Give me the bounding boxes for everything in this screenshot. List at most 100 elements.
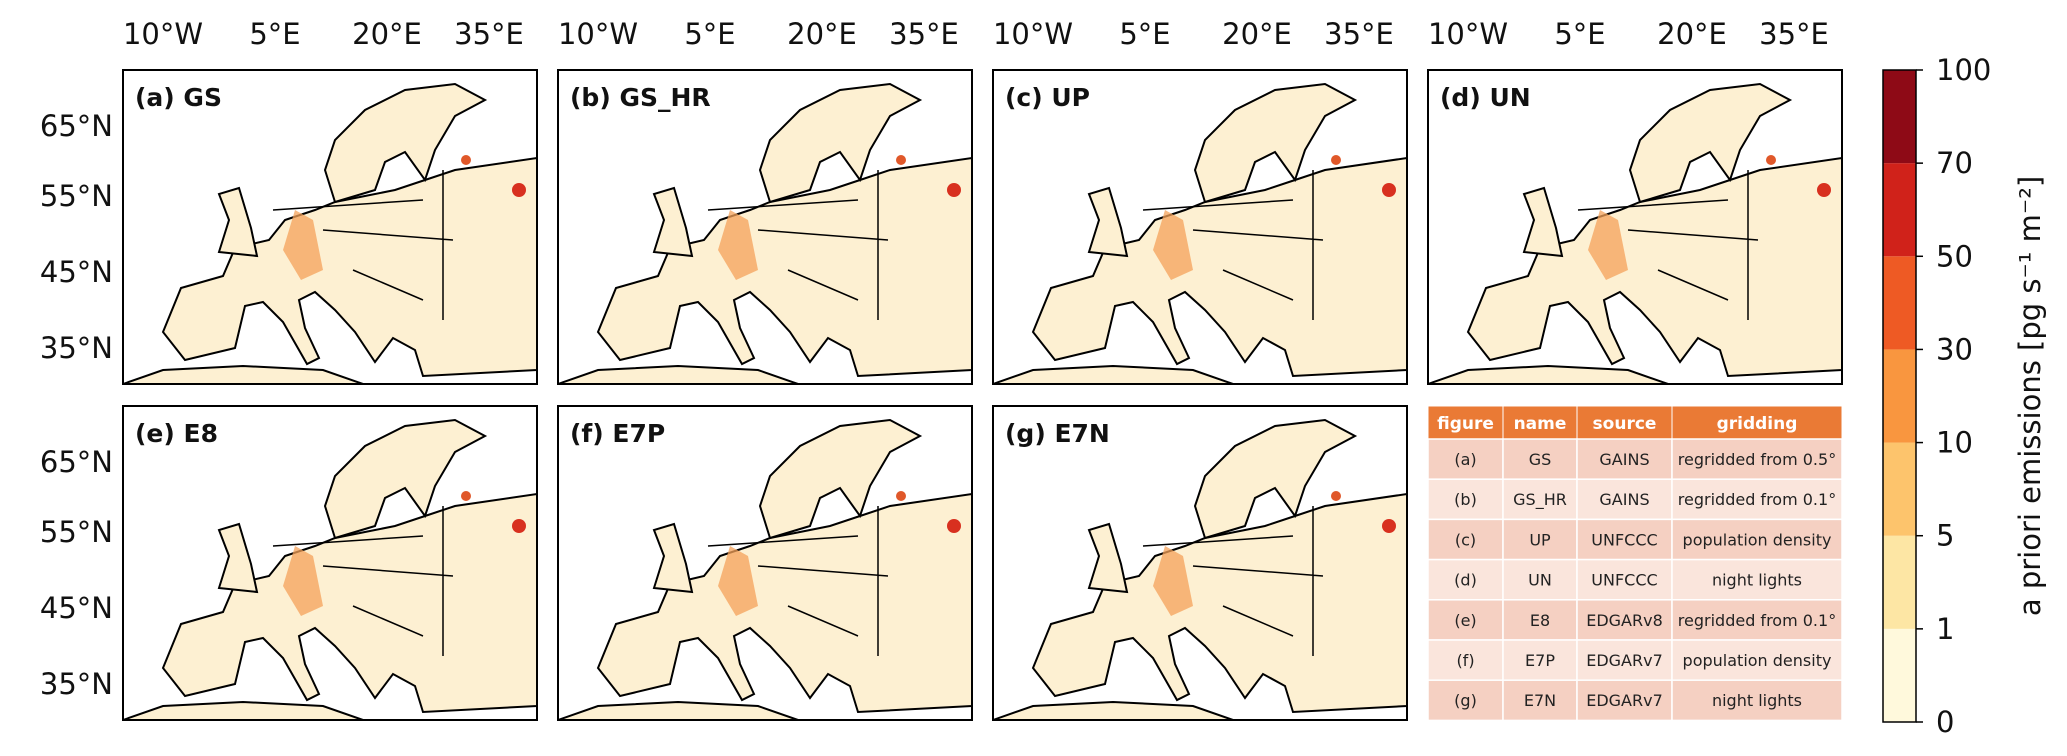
lat-tick-label: 65°N	[40, 109, 113, 143]
colorbar-bin	[1883, 628, 1916, 722]
table-cell	[1671, 558, 1843, 601]
table-text: (b)	[1454, 490, 1477, 509]
lat-tick-label: 35°N	[40, 667, 113, 701]
table-cell	[1427, 639, 1504, 681]
table-header: source	[1593, 414, 1657, 434]
lat-tick-label: 55°N	[40, 515, 113, 549]
panel-frame	[992, 405, 1408, 721]
lon-tick-label: 5°E	[1554, 17, 1605, 51]
colorbar-tick-label: 1	[1936, 612, 1954, 646]
table-header-cell	[1502, 405, 1578, 440]
panel-frame	[557, 69, 973, 385]
table-text: EDGARv7	[1586, 691, 1663, 710]
colorbar-bin	[1883, 349, 1916, 443]
colorbar-tick-label: 50	[1936, 239, 1973, 273]
table-text: E8	[1530, 611, 1550, 630]
map	[123, 83, 537, 384]
table-cell	[1671, 679, 1843, 722]
table-cell	[1671, 518, 1843, 561]
table-cell	[1576, 518, 1673, 561]
colorbar-bin	[1883, 442, 1916, 536]
colorbar-title: a priori emissions [pg s⁻¹ m⁻²]	[2013, 176, 2047, 616]
lon-tick-label: 35°E	[1324, 17, 1394, 51]
lon-tick-label: 10°W	[123, 17, 203, 51]
panel-label: (a) GS	[135, 83, 222, 112]
table-text: UN	[1528, 571, 1552, 590]
colorbar-tick-label: 0	[1936, 705, 1954, 739]
lon-tick-label: 10°W	[993, 17, 1073, 51]
table-header: name	[1514, 414, 1567, 434]
table-text: night lights	[1712, 571, 1802, 590]
lon-tick-label: 35°E	[454, 17, 524, 51]
table-cell	[1576, 558, 1673, 601]
panel-frame	[122, 405, 538, 721]
panel-label: (e) E8	[135, 419, 218, 448]
lon-tick-label: 5°E	[684, 17, 735, 51]
colorbar-bin	[1883, 70, 1916, 164]
lon-tick-label: 35°E	[1759, 17, 1829, 51]
table-text: UNFCCC	[1591, 530, 1657, 549]
panel-frame	[992, 69, 1408, 385]
table-cell	[1502, 639, 1578, 681]
map	[558, 83, 972, 384]
colorbar-frame	[1882, 69, 1917, 723]
table-text: EDGARv8	[1586, 611, 1663, 630]
table-text: (a)	[1454, 450, 1476, 469]
table-text: E7P	[1525, 651, 1555, 670]
table-text: (g)	[1454, 691, 1477, 710]
colorbar-tick-label: 10	[1936, 426, 1973, 460]
colorbar-tick-label: 5	[1936, 519, 1954, 553]
panel-frame	[122, 69, 538, 385]
table-text: GAINS	[1599, 490, 1649, 509]
colorbar-tick-label: 100	[1936, 53, 1991, 87]
table-cell	[1671, 599, 1843, 641]
table-text: (f)	[1456, 651, 1474, 670]
panel-frame	[1427, 69, 1843, 385]
lon-tick-label: 20°E	[1222, 17, 1292, 51]
lat-tick-label: 65°N	[40, 445, 113, 479]
table-text: regridded from 0.5°	[1678, 450, 1836, 469]
table-header-cell	[1671, 405, 1843, 440]
table-text: (d)	[1454, 571, 1477, 590]
table-cell	[1502, 518, 1578, 561]
map	[558, 419, 972, 720]
lon-tick-label: 5°E	[249, 17, 300, 51]
lon-tick-label: 20°E	[352, 17, 422, 51]
table-cell	[1502, 558, 1578, 601]
colorbar-bin	[1883, 256, 1916, 350]
table-header: gridding	[1717, 414, 1798, 434]
table-text: night lights	[1712, 691, 1802, 710]
table-cell	[1427, 679, 1504, 722]
lon-tick-label: 5°E	[1119, 17, 1170, 51]
colorbar-tick-label: 30	[1936, 332, 1973, 366]
table-text: EDGARv7	[1586, 651, 1663, 670]
lon-tick-label: 10°W	[558, 17, 638, 51]
lat-tick-label: 35°N	[40, 331, 113, 365]
table-cell	[1427, 599, 1504, 641]
lon-tick-label: 20°E	[1657, 17, 1727, 51]
table-text: GAINS	[1599, 450, 1649, 469]
table-text: GS_HR	[1513, 490, 1567, 510]
panel-label: (g) E7N	[1005, 419, 1110, 448]
panel-label: (c) UP	[1005, 83, 1090, 112]
table-cell	[1576, 639, 1673, 681]
table-text: population density	[1683, 530, 1832, 549]
table-text: regridded from 0.1°	[1678, 611, 1836, 630]
map	[993, 419, 1407, 720]
panel-frame	[557, 405, 973, 721]
panel-label: (d) UN	[1440, 83, 1531, 112]
table-text: regridded from 0.1°	[1678, 490, 1836, 509]
lon-tick-label: 35°E	[889, 17, 959, 51]
table-text: UNFCCC	[1591, 571, 1657, 590]
panel-label: (b) GS_HR	[570, 83, 711, 112]
colorbar-bin	[1883, 163, 1916, 257]
map	[1428, 83, 1842, 384]
lon-tick-label: 10°W	[1428, 17, 1508, 51]
colorbar-tick-label: 70	[1936, 146, 1973, 180]
table-cell	[1427, 558, 1504, 601]
table-cell	[1671, 639, 1843, 681]
table-text: (e)	[1454, 611, 1476, 630]
table-cell	[1576, 679, 1673, 722]
table-cell	[1502, 478, 1578, 521]
